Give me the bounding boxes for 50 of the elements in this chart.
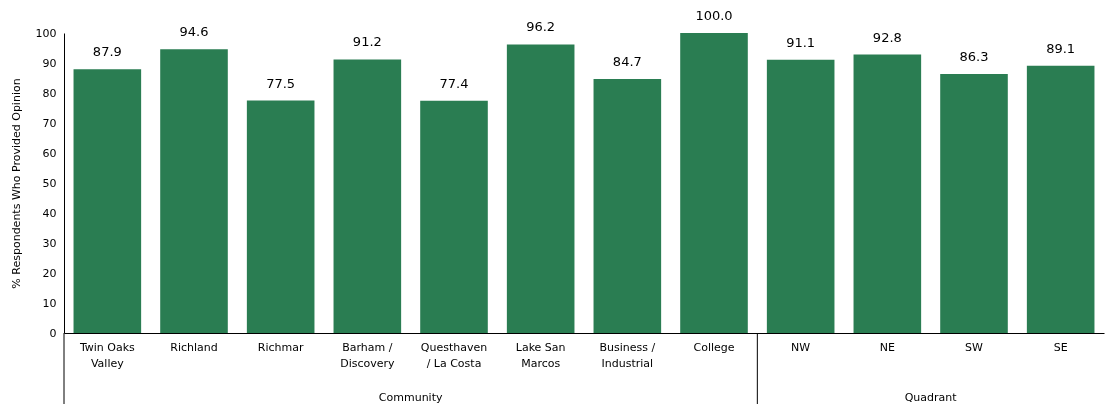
- data-label: 84.7: [612, 53, 642, 69]
- bar: [766, 59, 835, 333]
- bar: [940, 74, 1008, 333]
- y-axis-title: % Respondents Who Provided Opinion: [9, 78, 23, 289]
- bar: [73, 69, 142, 333]
- text: Quadrant: [904, 391, 958, 404]
- x-tick-label: Twin Oaks Valley: [78, 340, 136, 370]
- text: Community: [378, 391, 443, 404]
- x-tick-label: NW: [791, 340, 811, 354]
- y-tick-label: 90: [42, 56, 57, 70]
- y-tick-label: 10: [42, 296, 57, 310]
- y-tick-label: 30: [42, 236, 57, 250]
- x-tick-label: SW: [965, 340, 984, 354]
- bar: [420, 100, 488, 333]
- y-tick-label: 100: [35, 26, 57, 40]
- bar: [333, 59, 402, 333]
- data-label: 86.3: [959, 49, 989, 65]
- y-tick-label: 0: [49, 326, 57, 340]
- y-tick-label: 20: [42, 266, 57, 280]
- bar: [853, 54, 922, 333]
- x-tick-label: Barham / Discovery: [340, 340, 395, 370]
- data-label: 77.4: [439, 75, 469, 91]
- data-label: 77.5: [266, 75, 296, 91]
- x-tick-label: Richland: [170, 340, 218, 354]
- data-label: 94.6: [179, 24, 209, 40]
- y-tick-label: 80: [42, 86, 57, 100]
- data-label: 91.1: [786, 34, 816, 50]
- data-label: 89.1: [1046, 40, 1076, 56]
- bar: [680, 33, 748, 333]
- x-tick-label: NE: [879, 340, 895, 354]
- y-tick-label: 50: [42, 176, 57, 190]
- data-label: 92.8: [872, 29, 902, 45]
- x-tick-label: College: [693, 340, 735, 354]
- y-tick-label: 70: [42, 116, 57, 130]
- data-label: 87.9: [92, 44, 122, 60]
- x-tick-label: SE: [1053, 340, 1068, 354]
- x-tick-label: Richmar: [257, 340, 304, 354]
- data-label: 100.0: [695, 8, 733, 23]
- x-tick-label: Questhaven / La Costa: [420, 340, 488, 370]
- data-label: 96.2: [526, 19, 556, 35]
- data-label: 91.2: [352, 34, 382, 50]
- x-tick-label: Lake San Marcos: [515, 340, 566, 370]
- bar: [506, 44, 575, 333]
- bar: [1026, 65, 1095, 333]
- y-tick-label: 40: [42, 206, 57, 220]
- x-tick-label: Business / Industrial: [599, 340, 656, 370]
- bar: [593, 78, 662, 333]
- bar: [246, 100, 315, 333]
- y-tick-label: 60: [42, 146, 57, 160]
- bar: [160, 49, 228, 333]
